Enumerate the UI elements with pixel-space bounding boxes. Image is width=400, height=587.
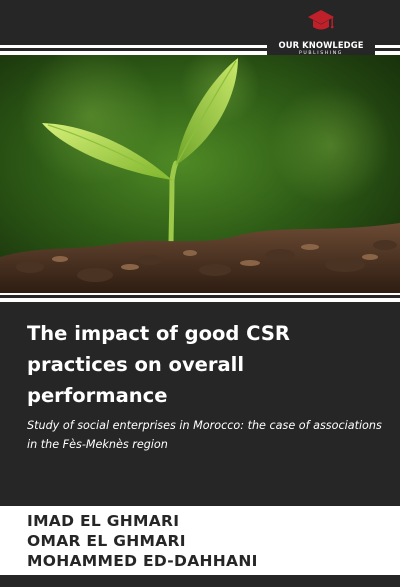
publisher-tagline: PUBLISHING [299, 51, 343, 56]
graduation-cap-icon [308, 10, 334, 30]
author-list: IMAD EL GHMARI OMAR EL GHMARI MOHAMMED E… [27, 511, 387, 571]
top-divider [0, 48, 400, 51]
seedling-illustration [0, 55, 400, 293]
title-panel: The impact of good CSR practices on over… [0, 302, 400, 506]
book-title: The impact of good CSR practices on over… [27, 322, 290, 407]
publisher-name: OUR KNOWLEDGE [278, 40, 364, 50]
cover-photo-seedling [0, 55, 400, 293]
author-name: IMAD EL GHMARI [27, 512, 180, 530]
book-subtitle: Study of social enterprises in Morocco: … [27, 419, 382, 451]
publisher-logo: OUR KNOWLEDGE PUBLISHING [267, 0, 375, 64]
bottom-band [0, 575, 400, 587]
author-name: OMAR EL GHMARI [27, 532, 186, 550]
author-name: MOHAMMED ED-DAHHANI [27, 552, 258, 570]
middle-divider [0, 295, 400, 298]
